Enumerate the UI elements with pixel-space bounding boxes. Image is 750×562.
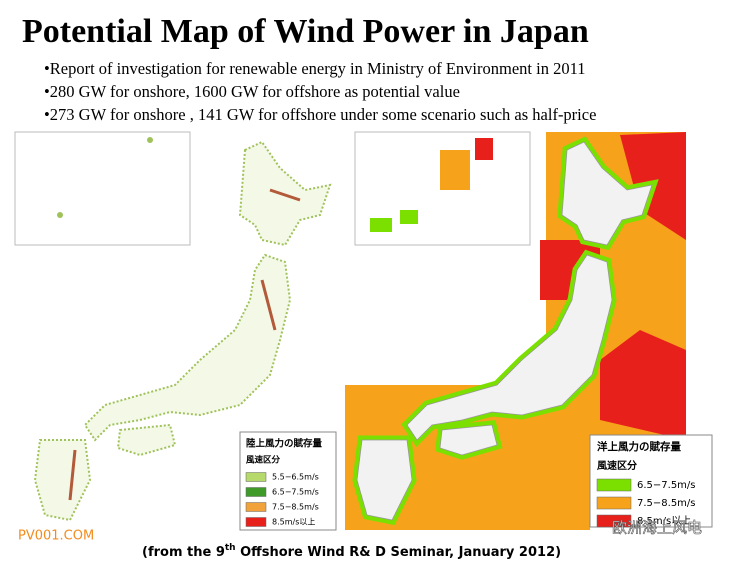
title: Potential Map of Wind Power in Japan: [22, 13, 589, 50]
caption-text: Offshore Wind R& D Seminar, January 2012…: [236, 545, 561, 560]
legend-label: 7.5−8.5m/s: [637, 498, 696, 509]
high-wind-area: [68, 188, 301, 501]
watermark: PV001.COM: [18, 529, 94, 544]
onshore-map: [14, 131, 331, 521]
offshore-legend: 洋上風力の賦存量 風速区分 6.5−7.5m/s 7.5−8.5m/s 8.5m/s…: [589, 434, 713, 528]
bullet: •280 GW for onshore, 1600 GW for offshor…: [44, 82, 460, 101]
offshore-zone: [370, 218, 392, 232]
offshore-zone: [475, 138, 493, 160]
inset-frame: [14, 131, 191, 246]
legend-label: 5.5−6.5m/s: [272, 473, 319, 482]
onshore-legend: 陸上風力の賦存量 風速区分 5.5−6.5m/s 6.5−7.5m/s 7.5−8.…: [239, 431, 337, 531]
legend-swatch: [245, 502, 267, 512]
legend-label: 8.5m/s以上: [272, 518, 315, 527]
bullet: •273 GW for onshore , 141 GW for offshor…: [44, 105, 596, 124]
legend-label: 8.5m/s以上: [637, 515, 691, 527]
legend-label: 7.5−8.5m/s: [272, 503, 319, 512]
legend-swatch: [596, 478, 632, 492]
legend-swatch: [245, 472, 267, 482]
legend-subtitle: 風速区分: [597, 459, 637, 472]
legend-subtitle: 風速区分: [246, 455, 281, 466]
caption: (from the 9th Offshore Wind R& D Seminar…: [142, 543, 561, 560]
caption-text: (from the 9: [142, 545, 225, 560]
legend-title: 洋上風力の賦存量: [597, 440, 681, 453]
offshore-zone: [440, 150, 470, 190]
legend-swatch: [596, 496, 632, 510]
legend-swatch: [245, 517, 267, 527]
bullet: •Report of investigation for renewable e…: [44, 59, 585, 78]
offshore-map: [345, 131, 686, 530]
legend-swatch: [596, 514, 632, 528]
island: [147, 137, 153, 143]
legend-label: 6.5−7.5m/s: [637, 480, 696, 491]
island: [57, 212, 63, 218]
offshore-zone: [600, 330, 686, 440]
caption-superscript: th: [225, 543, 236, 553]
watermark: 欧洲海上风电: [612, 519, 702, 537]
legend-swatch: [245, 487, 267, 497]
legend-label: 6.5−7.5m/s: [272, 488, 319, 497]
legend-title: 陸上風力の賦存量: [246, 438, 323, 450]
offshore-zone: [400, 210, 418, 224]
